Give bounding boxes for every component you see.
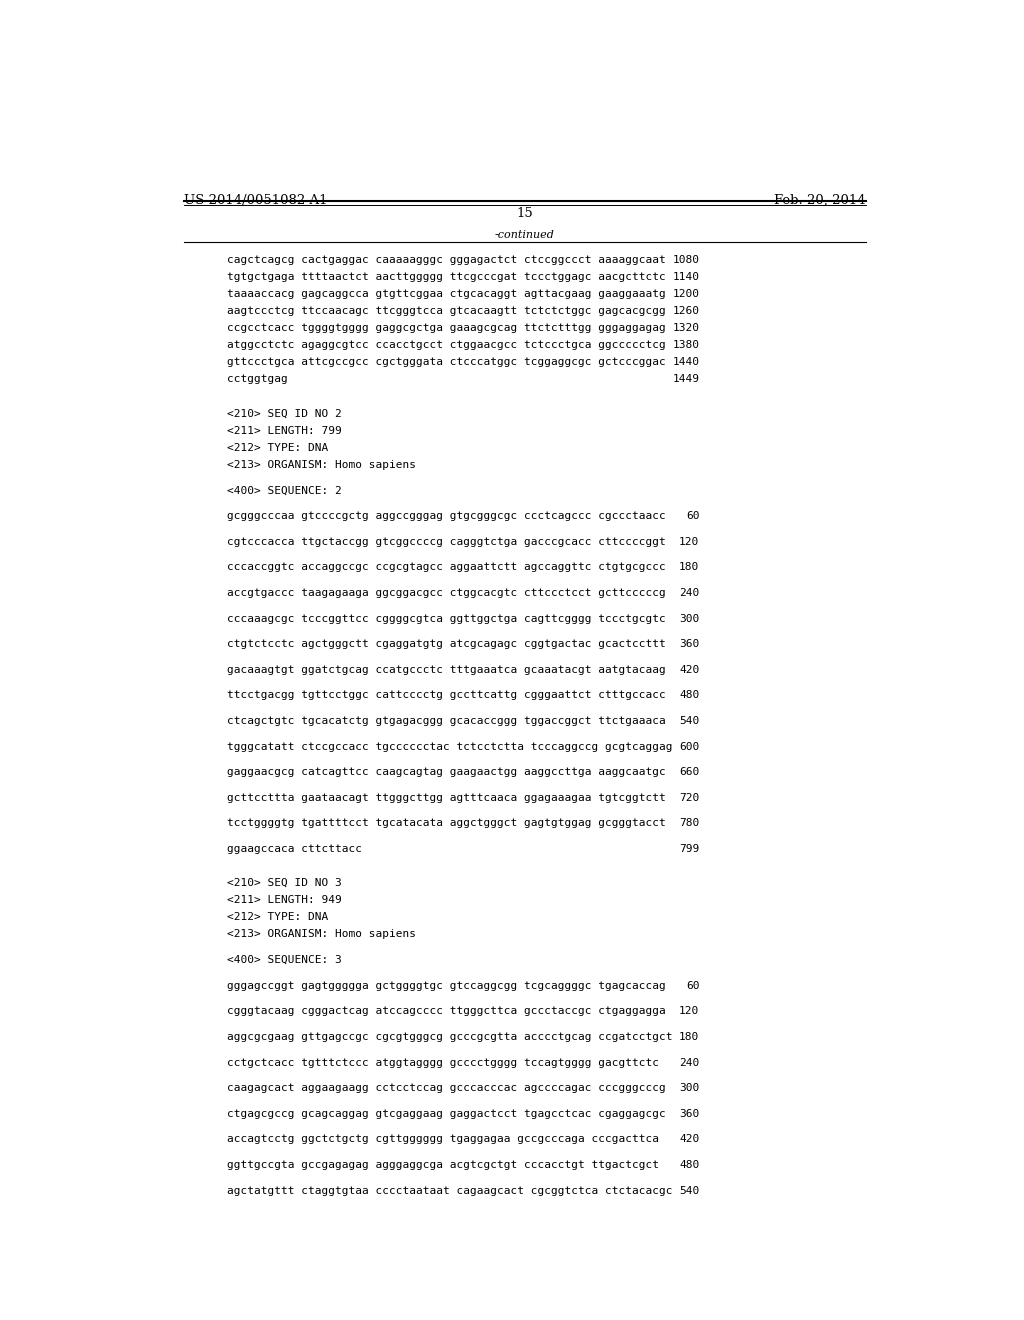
- Text: accagtcctg ggctctgctg cgttgggggg tgaggagaa gccgcccaga cccgacttca: accagtcctg ggctctgctg cgttgggggg tgaggag…: [227, 1134, 659, 1144]
- Text: agctatgttt ctaggtgtaa cccctaataat cagaagcact cgcggtctca ctctacacgc: agctatgttt ctaggtgtaa cccctaataat cagaag…: [227, 1185, 673, 1196]
- Text: cgtcccacca ttgctaccgg gtcggccccg cagggtctga gacccgcacc cttccccggt: cgtcccacca ttgctaccgg gtcggccccg cagggtc…: [227, 537, 666, 546]
- Text: tcctggggtg tgattttcct tgcatacata aggctgggct gagtgtggag gcgggtacct: tcctggggtg tgattttcct tgcatacata aggctgg…: [227, 818, 666, 829]
- Text: cgggtacaag cgggactcag atccagcccc ttgggcttca gccctaccgc ctgaggagga: cgggtacaag cgggactcag atccagcccc ttgggct…: [227, 1006, 666, 1016]
- Text: 15: 15: [516, 207, 534, 220]
- Text: 180: 180: [679, 1032, 699, 1041]
- Text: <400> SEQUENCE: 2: <400> SEQUENCE: 2: [227, 486, 342, 495]
- Text: caagagcact aggaagaagg cctcctccag gcccacccac agccccagac cccgggcccg: caagagcact aggaagaagg cctcctccag gcccacc…: [227, 1084, 666, 1093]
- Text: 60: 60: [686, 981, 699, 991]
- Text: 1380: 1380: [673, 341, 699, 350]
- Text: 1449: 1449: [673, 375, 699, 384]
- Text: 1080: 1080: [673, 255, 699, 265]
- Text: gttccctgca attcgccgcc cgctgggata ctcccatggc tcggaggcgc gctcccggac: gttccctgca attcgccgcc cgctgggata ctcccat…: [227, 358, 666, 367]
- Text: <211> LENGTH: 949: <211> LENGTH: 949: [227, 895, 342, 906]
- Text: 60: 60: [686, 511, 699, 521]
- Text: cctggtgag: cctggtgag: [227, 375, 288, 384]
- Text: 300: 300: [679, 614, 699, 623]
- Text: accgtgaccc taagagaaga ggcggacgcc ctggcacgtc cttccctcct gcttcccccg: accgtgaccc taagagaaga ggcggacgcc ctggcac…: [227, 587, 666, 598]
- Text: cctgctcacc tgtttctccc atggtagggg gcccctgggg tccagtgggg gacgttctc: cctgctcacc tgtttctccc atggtagggg gcccctg…: [227, 1057, 659, 1068]
- Text: 240: 240: [679, 1057, 699, 1068]
- Text: ggttgccgta gccgagagag agggaggcga acgtcgctgt cccacctgt ttgactcgct: ggttgccgta gccgagagag agggaggcga acgtcgc…: [227, 1160, 659, 1170]
- Text: 300: 300: [679, 1084, 699, 1093]
- Text: 720: 720: [679, 793, 699, 803]
- Text: 1140: 1140: [673, 272, 699, 282]
- Text: 660: 660: [679, 767, 699, 777]
- Text: tgggcatatt ctccgccacc tgcccccctac tctcctctta tcccaggccg gcgtcaggag: tgggcatatt ctccgccacc tgcccccctac tctcct…: [227, 742, 673, 751]
- Text: 120: 120: [679, 537, 699, 546]
- Text: 1320: 1320: [673, 323, 699, 333]
- Text: tgtgctgaga ttttaactct aacttggggg ttcgcccgat tccctggagc aacgcttctc: tgtgctgaga ttttaactct aacttggggg ttcgccc…: [227, 272, 666, 282]
- Text: <211> LENGTH: 799: <211> LENGTH: 799: [227, 426, 342, 436]
- Text: 360: 360: [679, 639, 699, 649]
- Text: 799: 799: [679, 843, 699, 854]
- Text: ctcagctgtc tgcacatctg gtgagacggg gcacaccggg tggaccggct ttctgaaaca: ctcagctgtc tgcacatctg gtgagacggg gcacacc…: [227, 715, 666, 726]
- Text: 540: 540: [679, 1185, 699, 1196]
- Text: 420: 420: [679, 665, 699, 675]
- Text: gacaaagtgt ggatctgcag ccatgccctc tttgaaatca gcaaatacgt aatgtacaag: gacaaagtgt ggatctgcag ccatgccctc tttgaaa…: [227, 665, 666, 675]
- Text: gaggaacgcg catcagttcc caagcagtag gaagaactgg aaggccttga aaggcaatgc: gaggaacgcg catcagttcc caagcagtag gaagaac…: [227, 767, 666, 777]
- Text: 480: 480: [679, 690, 699, 701]
- Text: ttcctgacgg tgttcctggc cattcccctg gccttcattg cgggaattct ctttgccacc: ttcctgacgg tgttcctggc cattcccctg gccttca…: [227, 690, 666, 701]
- Text: 1260: 1260: [673, 306, 699, 317]
- Text: <212> TYPE: DNA: <212> TYPE: DNA: [227, 442, 329, 453]
- Text: Feb. 20, 2014: Feb. 20, 2014: [774, 194, 866, 207]
- Text: gcgggcccaa gtccccgctg aggccgggag gtgcgggcgc ccctcagccc cgccctaacc: gcgggcccaa gtccccgctg aggccgggag gtgcggg…: [227, 511, 666, 521]
- Text: 540: 540: [679, 715, 699, 726]
- Text: ggaagccaca cttcttacc: ggaagccaca cttcttacc: [227, 843, 362, 854]
- Text: <213> ORGANISM: Homo sapiens: <213> ORGANISM: Homo sapiens: [227, 929, 416, 940]
- Text: cccaccggtc accaggccgc ccgcgtagcc aggaattctt agccaggttc ctgtgcgccc: cccaccggtc accaggccgc ccgcgtagcc aggaatt…: [227, 562, 666, 573]
- Text: -continued: -continued: [495, 230, 555, 239]
- Text: aagtccctcg ttccaacagc ttcgggtcca gtcacaagtt tctctctggc gagcacgcgg: aagtccctcg ttccaacagc ttcgggtcca gtcacaa…: [227, 306, 666, 317]
- Text: 120: 120: [679, 1006, 699, 1016]
- Text: 240: 240: [679, 587, 699, 598]
- Text: US 2014/0051082 A1: US 2014/0051082 A1: [183, 194, 327, 207]
- Text: aggcgcgaag gttgagccgc cgcgtgggcg gcccgcgtta acccctgcag ccgatcctgct: aggcgcgaag gttgagccgc cgcgtgggcg gcccgcg…: [227, 1032, 673, 1041]
- Text: ctgtctcctc agctgggctt cgaggatgtg atcgcagagc cggtgactac gcactccttt: ctgtctcctc agctgggctt cgaggatgtg atcgcag…: [227, 639, 666, 649]
- Text: ccgcctcacc tggggtgggg gaggcgctga gaaagcgcag ttctctttgg gggaggagag: ccgcctcacc tggggtgggg gaggcgctga gaaagcg…: [227, 323, 666, 333]
- Text: <212> TYPE: DNA: <212> TYPE: DNA: [227, 912, 329, 923]
- Text: 1440: 1440: [673, 358, 699, 367]
- Text: <400> SEQUENCE: 3: <400> SEQUENCE: 3: [227, 956, 342, 965]
- Text: cccaaagcgc tcccggttcc cggggcgtca ggttggctga cagttcgggg tccctgcgtc: cccaaagcgc tcccggttcc cggggcgtca ggttggc…: [227, 614, 666, 623]
- Text: taaaaccacg gagcaggcca gtgttcggaa ctgcacaggt agttacgaag gaaggaaatg: taaaaccacg gagcaggcca gtgttcggaa ctgcaca…: [227, 289, 666, 300]
- Text: 780: 780: [679, 818, 699, 829]
- Text: cagctcagcg cactgaggac caaaaagggc gggagactct ctccggccct aaaaggcaat: cagctcagcg cactgaggac caaaaagggc gggagac…: [227, 255, 666, 265]
- Text: 360: 360: [679, 1109, 699, 1119]
- Text: 480: 480: [679, 1160, 699, 1170]
- Text: 420: 420: [679, 1134, 699, 1144]
- Text: gcttccttta gaataacagt ttgggcttgg agtttcaaca ggagaaagaa tgtcggtctt: gcttccttta gaataacagt ttgggcttgg agtttca…: [227, 793, 666, 803]
- Text: 1200: 1200: [673, 289, 699, 300]
- Text: ctgagcgccg gcagcaggag gtcgaggaag gaggactcct tgagcctcac cgaggagcgc: ctgagcgccg gcagcaggag gtcgaggaag gaggact…: [227, 1109, 666, 1119]
- Text: <213> ORGANISM: Homo sapiens: <213> ORGANISM: Homo sapiens: [227, 459, 416, 470]
- Text: gggagccggt gagtggggga gctggggtgc gtccaggcgg tcgcaggggc tgagcaccag: gggagccggt gagtggggga gctggggtgc gtccagg…: [227, 981, 666, 991]
- Text: 600: 600: [679, 742, 699, 751]
- Text: <210> SEQ ID NO 2: <210> SEQ ID NO 2: [227, 409, 342, 418]
- Text: <210> SEQ ID NO 3: <210> SEQ ID NO 3: [227, 878, 342, 888]
- Text: atggcctctc agaggcgtcc ccacctgcct ctggaacgcc tctccctgca ggccccctcg: atggcctctc agaggcgtcc ccacctgcct ctggaac…: [227, 341, 666, 350]
- Text: 180: 180: [679, 562, 699, 573]
